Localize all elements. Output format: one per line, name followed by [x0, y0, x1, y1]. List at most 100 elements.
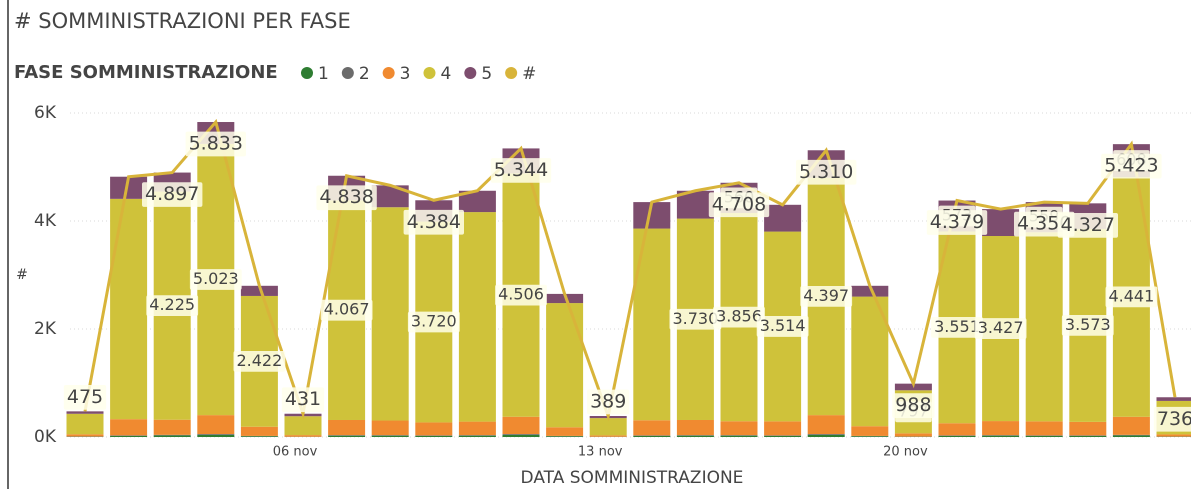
bar-segment [982, 436, 1019, 437]
data-label: 4.384 [407, 211, 461, 233]
data-label: 4.327 [1061, 214, 1115, 236]
bar-segment [939, 435, 976, 436]
data-label-group: 2.422 [233, 351, 285, 372]
data-label-group: 4.441 [1105, 286, 1157, 307]
bar-segment [459, 436, 496, 437]
bar-segment [1026, 436, 1063, 437]
y-tick-label: 4K [34, 211, 57, 231]
x-tick-label: 06 nov [273, 445, 318, 460]
bar-segment [1069, 435, 1106, 436]
bar-segment [1113, 417, 1150, 435]
legend-label: 2 [359, 64, 370, 84]
data-label: 4.708 [712, 193, 766, 215]
data-label-group: 4.897 [142, 182, 202, 207]
bar-segment [546, 427, 583, 436]
bar-segment [633, 420, 670, 435]
y-tick-label: 2K [34, 319, 57, 339]
bar-segment [110, 199, 147, 419]
bar-segment [982, 209, 1019, 236]
bar-segment [372, 436, 409, 437]
data-label-group: 988 [892, 393, 934, 418]
bar-segment [1157, 434, 1191, 436]
legend-marker [464, 67, 476, 79]
data-label-group: 4.708 [709, 192, 769, 217]
bar-segment [1069, 436, 1106, 437]
bar-segment [241, 436, 278, 437]
legend-label: 4 [440, 64, 451, 84]
legend-label: # [522, 64, 536, 84]
legend-marker [383, 67, 395, 79]
bar-segment [328, 436, 365, 437]
data-label-group: 5.310 [796, 160, 856, 185]
bar-segment [939, 436, 976, 437]
data-label: 3.514 [760, 316, 806, 335]
data-label-group: 5.023 [190, 269, 242, 290]
data-label-group: 4.384 [404, 210, 464, 235]
bar-segment [677, 435, 714, 436]
bar-segment [764, 435, 801, 436]
bar-segment [503, 417, 540, 434]
bar-segment [808, 434, 845, 435]
data-label: 736 [1157, 408, 1191, 430]
bar-segment [1026, 435, 1063, 436]
data-label: 3.573 [1065, 315, 1111, 334]
data-label-group: 3.720 [408, 311, 460, 332]
data-label-group: 475 [64, 385, 106, 410]
bar-segment [285, 435, 322, 437]
y-tick-label: 6K [34, 103, 57, 123]
data-label-group: 3.427 [975, 318, 1027, 339]
data-label: 431 [285, 388, 321, 410]
data-label: 5.310 [799, 161, 853, 183]
bar-segment [677, 420, 714, 435]
bar-segment [459, 422, 496, 436]
bar-segment [110, 436, 147, 437]
data-label: 4.379 [930, 211, 984, 233]
bar-segment [546, 436, 583, 437]
bar-segment [721, 436, 758, 437]
bar-segment [851, 426, 888, 436]
bar-segment [328, 420, 365, 435]
bar-segment [67, 434, 104, 436]
data-label-group: 4.397 [800, 286, 852, 307]
data-label-group: 4.225 [146, 295, 198, 316]
bar-segment [939, 423, 976, 435]
bar-segment [1026, 421, 1063, 435]
data-label-group: 4.327 [1058, 213, 1118, 238]
data-label: 3.720 [411, 311, 457, 330]
bar-segment [503, 434, 540, 435]
data-label: 4.225 [149, 295, 195, 314]
bar-segment [764, 205, 801, 232]
data-label: 4.397 [803, 286, 849, 305]
legend-label: 1 [318, 64, 329, 84]
bar-segment [590, 418, 627, 435]
bar-segment [1113, 435, 1150, 436]
data-label: 3.551 [934, 317, 980, 336]
data-label: 4.441 [1108, 286, 1154, 305]
bar-segment [67, 414, 104, 435]
bar-segment [197, 435, 234, 437]
legend-label: 5 [481, 64, 492, 84]
bar-segment [459, 212, 496, 422]
x-tick-label: 20 nov [883, 445, 928, 460]
bar-segment [1113, 435, 1150, 437]
data-label: 4.838 [319, 186, 373, 208]
data-label-group: 5.833 [186, 132, 246, 157]
bar-segment [154, 435, 191, 436]
bar-segment [895, 433, 932, 436]
bar-segment [328, 435, 365, 436]
bar-segment [197, 434, 234, 435]
bar-segment [67, 411, 104, 413]
data-label-group: 431 [282, 387, 324, 412]
bar-segment [982, 421, 1019, 435]
y-tick-label: 0K [34, 427, 57, 447]
bar-segment [154, 420, 191, 435]
bar-segment [808, 435, 845, 437]
data-label: 389 [590, 390, 626, 412]
chart-title: # SOMMINISTRAZIONI PER FASE [14, 9, 351, 33]
bar-segment [503, 435, 540, 437]
bar-segment [459, 435, 496, 436]
data-label: 3.730 [672, 309, 718, 328]
data-label-group: 4.067 [321, 300, 373, 321]
bar-segment [415, 436, 452, 437]
